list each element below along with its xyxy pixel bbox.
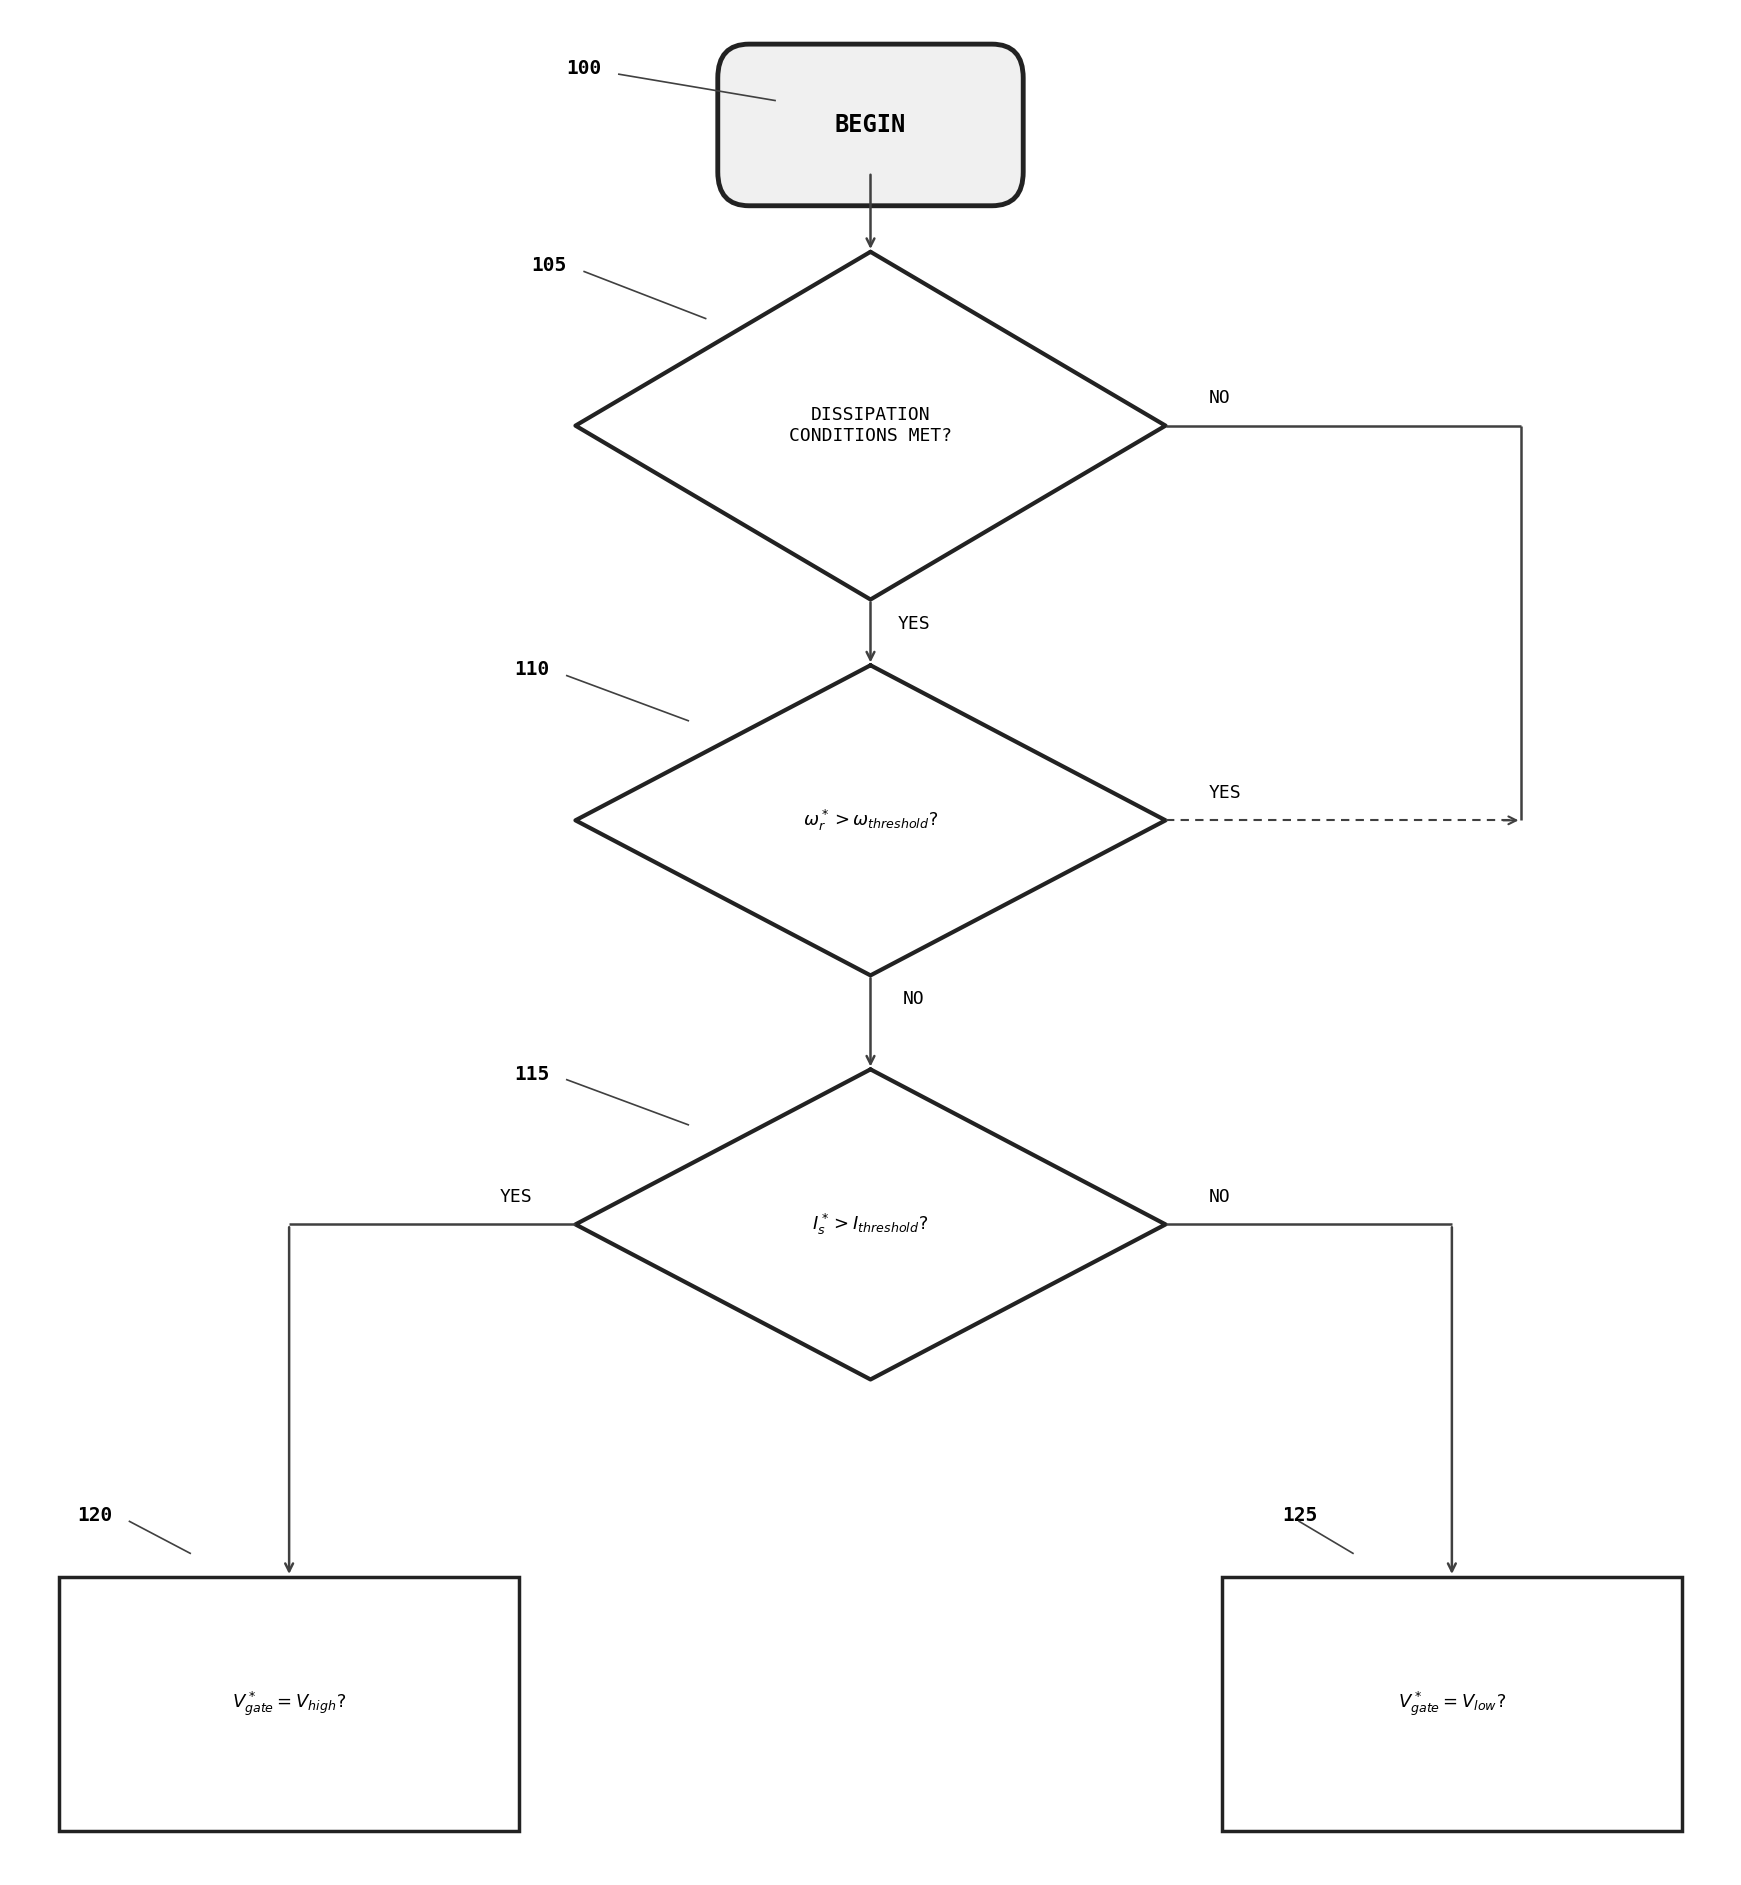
Text: $\omega_r^* > \omega_{threshold}$?: $\omega_r^* > \omega_{threshold}$? — [803, 809, 938, 833]
Text: 115: 115 — [514, 1065, 550, 1084]
Text: 120: 120 — [77, 1506, 111, 1525]
Text: 105: 105 — [531, 256, 568, 275]
Text: NO: NO — [1208, 388, 1231, 407]
Text: DISSIPATION
CONDITIONS MET?: DISSIPATION CONDITIONS MET? — [789, 407, 952, 445]
Text: YES: YES — [1208, 784, 1241, 801]
Text: YES: YES — [500, 1188, 533, 1206]
Text: 100: 100 — [566, 58, 601, 77]
Polygon shape — [576, 1069, 1165, 1380]
Text: 110: 110 — [514, 660, 550, 679]
Polygon shape — [576, 665, 1165, 975]
Text: $V_{gate}^* = V_{low}$?: $V_{gate}^* = V_{low}$? — [1398, 1689, 1506, 1717]
Bar — [1222, 1578, 1682, 1830]
Polygon shape — [576, 253, 1165, 599]
Text: 125: 125 — [1281, 1506, 1316, 1525]
Text: BEGIN: BEGIN — [836, 113, 905, 138]
Text: $V_{gate}^* = V_{high}$?: $V_{gate}^* = V_{high}$? — [232, 1689, 346, 1717]
Text: NO: NO — [904, 990, 924, 1008]
Bar — [59, 1578, 519, 1830]
Text: $I_s^* > I_{threshold}$?: $I_s^* > I_{threshold}$? — [811, 1212, 930, 1237]
Text: NO: NO — [1208, 1188, 1231, 1206]
Text: YES: YES — [898, 615, 930, 633]
FancyBboxPatch shape — [717, 43, 1024, 205]
